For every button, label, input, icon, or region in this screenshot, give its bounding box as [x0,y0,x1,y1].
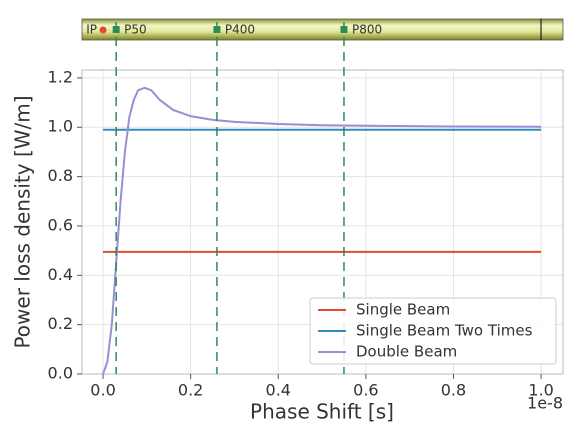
y-tick-label: 1.2 [48,67,73,86]
marker-square [340,26,348,33]
legend-label: Single Beam [356,301,450,319]
beamline-bar [81,18,564,41]
y-tick-label: 0.4 [48,265,73,284]
x-tick-label: 0.4 [266,381,291,400]
x-offset-label: 1e-8 [527,394,563,413]
legend-label: Single Beam Two Times [356,322,533,340]
marker-square [112,26,120,33]
marker-square [213,26,221,33]
series-line [102,86,542,375]
marker-label: P50 [124,23,147,37]
marker-label: P800 [352,23,382,37]
y-tick-label: 0.8 [48,166,73,185]
x-axis-label: Phase Shift [s] [250,400,394,424]
x-tick-label: 0.8 [441,381,466,400]
y-axis-label: Power loss density [W/m] [11,95,35,348]
plot-frame [81,69,564,375]
y-tick-label: 1.0 [48,117,73,136]
x-tick-label: 0.6 [353,381,378,400]
x-tick-label: 1.0 [528,381,553,400]
x-tick-label: 0.0 [90,381,115,400]
ip-marker [99,26,107,34]
y-tick-label: 0.6 [48,215,73,234]
legend-label: Double Beam [356,343,457,361]
ip-label: IP [86,23,97,37]
legend-box [309,297,557,365]
y-tick-label: 0.0 [48,364,73,383]
marker-label: P400 [225,23,255,37]
x-tick-label: 0.2 [178,381,203,400]
y-tick-label: 0.2 [48,314,73,333]
